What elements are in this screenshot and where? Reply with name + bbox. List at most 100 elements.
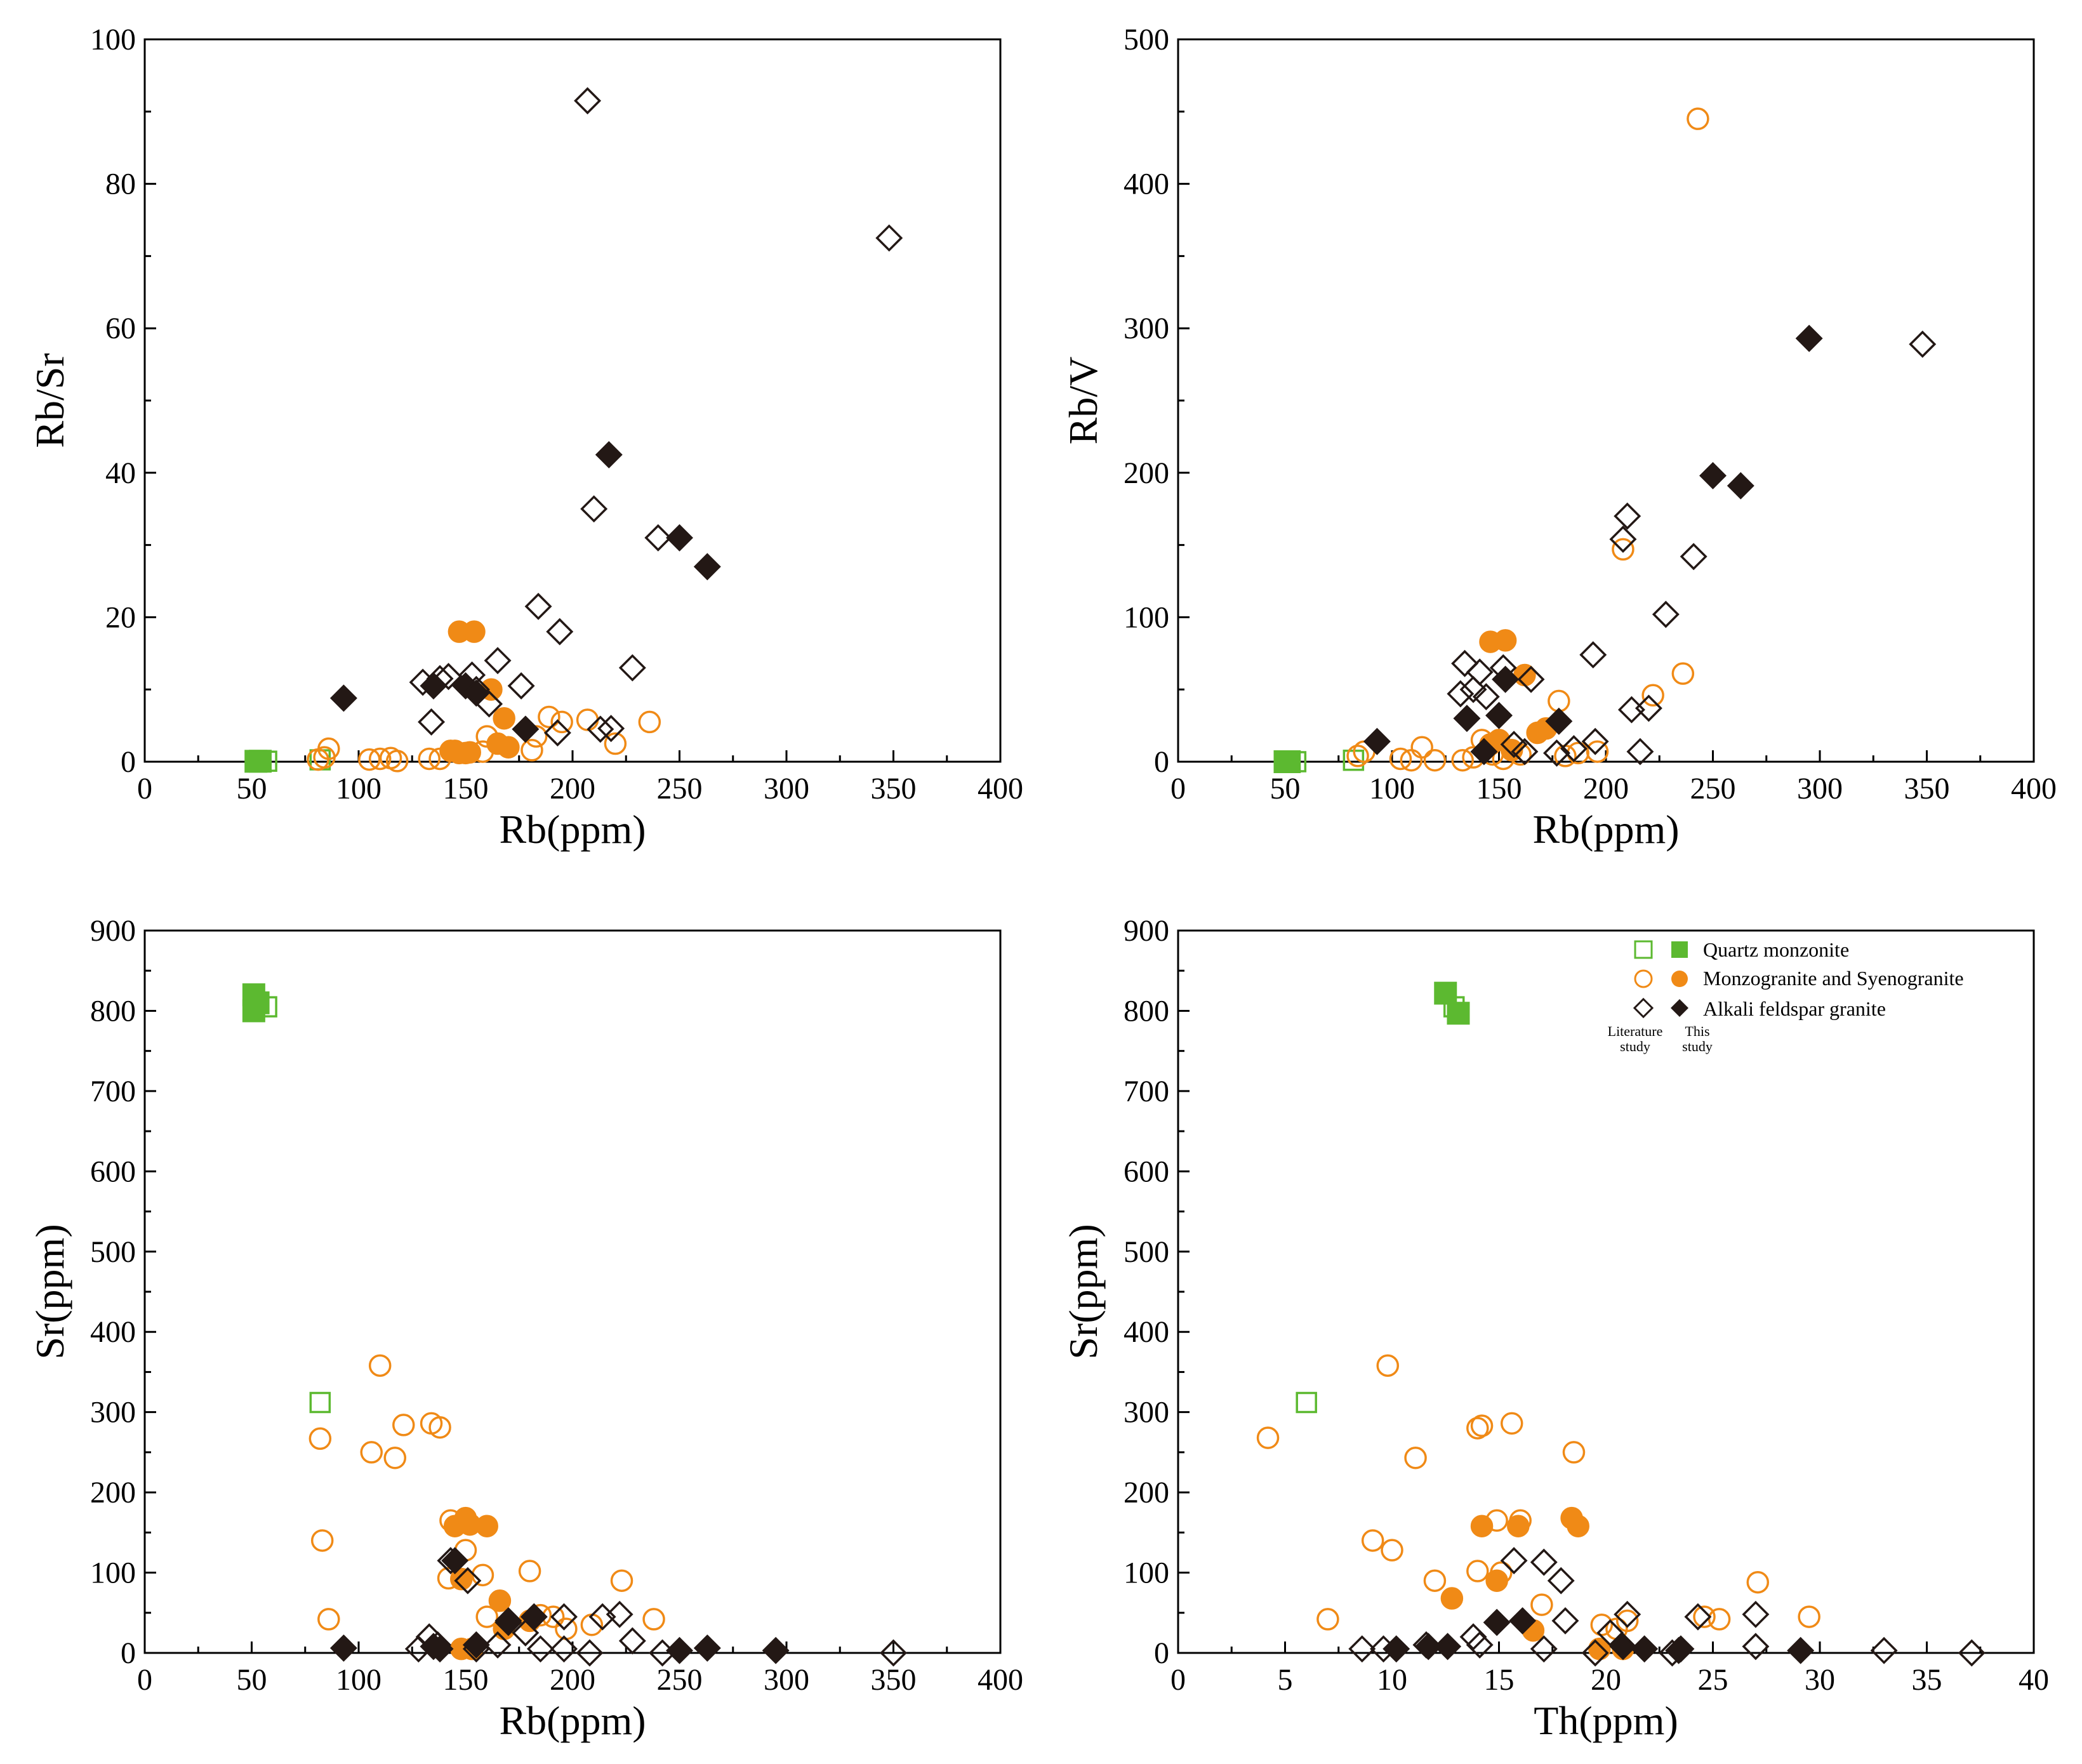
x-tick-label: 100 [336, 1663, 381, 1697]
data-point-afg-this-study [1545, 707, 1573, 735]
data-point-ms-this-study [1494, 629, 1517, 652]
data-point-qm-this-study [1434, 981, 1457, 1005]
data-point-afg-this-study [1509, 1607, 1537, 1635]
data-point-ms-literature [1470, 1414, 1494, 1437]
data-point-ms-literature [610, 1569, 633, 1592]
data-point-ms-literature [550, 710, 573, 734]
data-point-ms-literature [1641, 684, 1664, 707]
x-tick-label: 150 [443, 1663, 489, 1697]
data-point-ms-this-study [458, 741, 481, 764]
data-point-ms-literature [1615, 1609, 1639, 1633]
x-tick-label: 50 [237, 772, 267, 806]
x-tick-label: 0 [137, 1663, 152, 1697]
data-point-ms-literature [1466, 1560, 1489, 1582]
data-point-afg-this-study [1485, 701, 1513, 729]
panel-th-vs-sr: 0 5 10 15 20 25 30 35 40010020030040050060070080… [1061, 914, 2049, 1743]
data-point-afg-this-study [1631, 1635, 1659, 1663]
data-point-afg-literature [1652, 600, 1680, 628]
y-tick-label: 400 [90, 1315, 136, 1349]
data-point-afg-literature [550, 1635, 578, 1663]
data-point-ms-literature [1376, 1354, 1400, 1377]
data-point-ms-literature [1361, 1529, 1384, 1552]
data-point-afg-literature [1447, 680, 1475, 708]
series-quartz-monzonite-this-study [1434, 981, 1470, 1025]
data-point-ms-literature [475, 1605, 498, 1628]
data-point-ms-literature [317, 1608, 340, 1631]
x-tick-label: 30 [1805, 1663, 1835, 1697]
legend-literature-label: Literature [1608, 1023, 1663, 1039]
data-point-afg-literature [1543, 739, 1570, 767]
data-point-ms-literature [518, 1560, 541, 1582]
data-point-ms-this-study [475, 1515, 498, 1537]
data-point-afg-this-study [426, 1635, 454, 1663]
data-point-ms-literature [368, 1354, 392, 1377]
data-point-afg-literature [580, 495, 608, 523]
data-point-afg-literature [880, 1639, 907, 1667]
data-point-afg-literature [1451, 649, 1479, 677]
data-point-afg-literature [875, 224, 903, 252]
data-point-afg-this-study [693, 553, 721, 581]
data-point-ms-literature [1693, 1605, 1716, 1628]
data-point-afg-this-study [329, 684, 357, 712]
data-point-afg-this-study [1727, 472, 1754, 500]
data-point-afg-this-study [512, 715, 540, 743]
data-point-afg-this-study [520, 1603, 548, 1631]
data-point-ms-literature [1346, 745, 1369, 767]
data-point-ms-literature [368, 747, 392, 771]
legend-marker-afg-this-study [1671, 999, 1688, 1017]
data-point-ms-literature [358, 748, 381, 771]
data-point-afg-literature [1626, 738, 1654, 766]
data-point-afg-this-study [1667, 1635, 1695, 1663]
data-point-afg-this-study [595, 441, 623, 468]
y-tick-label: 500 [90, 1235, 136, 1269]
data-point-afg-literature [1909, 330, 1937, 358]
x-tick-label: 50 [1270, 772, 1301, 806]
data-point-afg-literature [1870, 1636, 1898, 1664]
data-point-ms-literature [1316, 1608, 1339, 1631]
data-point-afg-literature [644, 524, 672, 552]
data-point-afg-this-study [666, 524, 693, 552]
x-axis-title: Rb(ppm) [1532, 807, 1679, 852]
x-tick-label: 40 [2019, 1663, 2049, 1697]
data-point-afg-this-study [1453, 705, 1481, 733]
data-point-afg-literature [606, 1600, 633, 1628]
legend-entry-alkali-feldspar-granite: Alkali feldspar granite [1633, 997, 1886, 1020]
legend: Quartz monzonite Monzogranite and Syenog… [1608, 938, 1964, 1054]
data-point-afg-this-study [693, 1634, 721, 1662]
x-tick-label: 250 [657, 1663, 703, 1697]
data-point-afg-this-study [1795, 324, 1823, 352]
x-tick-label: 150 [443, 772, 489, 806]
legend-marker-qm-this-study [1671, 941, 1688, 958]
data-point-ms-literature [1586, 740, 1609, 763]
data-point-ms-literature [538, 705, 560, 729]
panel-rb-vs-sr: 0 50 100 150 200 250 300 350 400 0 100 200 300 400 500… [27, 914, 1023, 1743]
data-point-afg-this-study [494, 1608, 522, 1636]
data-point-afg-literature [1614, 1600, 1641, 1628]
data-point-afg-literature [1560, 735, 1588, 762]
x-tick-label: 5 [1278, 1663, 1293, 1697]
data-point-ms-literature [1746, 1570, 1770, 1594]
series-alkali-feldspar-granite-literature [409, 87, 903, 746]
x-tick-label: 350 [871, 772, 917, 806]
data-point-ms-this-study [1485, 1569, 1508, 1592]
data-point-afg-literature [435, 663, 463, 691]
panel-rb-vs-rbsr: 0 50 100 150 200 250 300 350 400 0 20 40 60 80 100 Rb(p… [27, 23, 1023, 852]
data-point-afg-literature [1614, 502, 1641, 530]
data-point-qm-literature [309, 1391, 331, 1414]
x-tick-label: 300 [764, 772, 809, 806]
x-tick-label: 0 [1170, 1663, 1186, 1697]
data-point-ms-this-study [463, 620, 486, 643]
data-point-afg-literature [1500, 1547, 1528, 1575]
data-point-ms-literature [308, 1427, 332, 1450]
plot-frame [143, 38, 1002, 763]
series-quartz-monzonite-literature [1296, 996, 1465, 1414]
data-point-afg-literature [1517, 665, 1545, 693]
x-tick-label: 35 [1912, 1663, 1942, 1697]
legend-marker-afg-literature [1633, 997, 1654, 1019]
plot-frame [1177, 38, 2035, 763]
data-point-ms-literature [1707, 1608, 1731, 1631]
data-point-ms-literature [471, 1563, 494, 1587]
data-point-afg-literature [1511, 738, 1539, 766]
data-point-ms-literature [520, 739, 543, 762]
y-axis-title: Sr(ppm) [27, 1224, 72, 1359]
